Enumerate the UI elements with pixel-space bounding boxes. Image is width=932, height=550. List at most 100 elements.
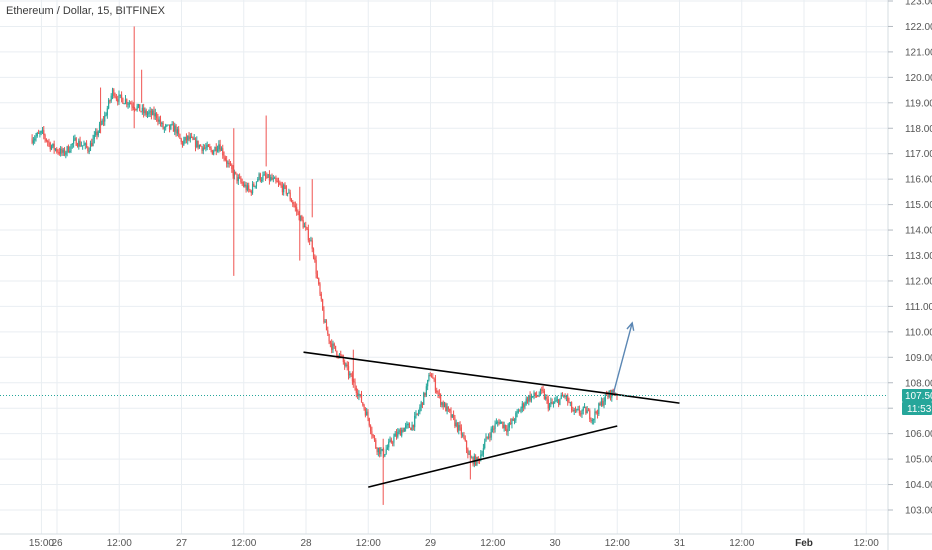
candle-body — [359, 394, 361, 396]
y-tick-label: 113.00 — [905, 251, 932, 262]
candle-body — [415, 413, 417, 417]
candle-body — [603, 401, 605, 406]
candle-body — [423, 392, 425, 405]
x-tick-label: 12:00 — [231, 538, 256, 549]
candle-body — [127, 104, 129, 106]
candle-body — [428, 374, 430, 380]
x-tick-label: 12:00 — [854, 538, 879, 549]
candle-body — [402, 429, 404, 432]
symbol-title: Ethereum / Dollar, 15, BITFINEX — [6, 5, 165, 17]
y-tick-label: 118.00 — [905, 124, 932, 135]
candle-body — [565, 395, 568, 397]
candle-body — [338, 354, 341, 358]
candle-body — [358, 394, 360, 396]
candle-body — [599, 403, 601, 405]
candle-body — [351, 374, 354, 382]
candle-body — [344, 361, 346, 366]
candle-body — [39, 132, 41, 134]
candle-body — [189, 136, 191, 140]
candle-body — [303, 226, 306, 228]
candle-body — [332, 343, 334, 350]
candle-body — [381, 449, 383, 451]
candle-body — [320, 293, 322, 300]
candle-body — [172, 124, 175, 132]
candle-body — [572, 410, 574, 412]
candle-body — [346, 364, 348, 367]
y-tick-label: 119.00 — [905, 98, 932, 109]
candle-body — [161, 122, 163, 124]
candle-body — [454, 417, 456, 427]
candle-body — [526, 398, 529, 402]
candle-body — [257, 179, 259, 182]
candle-body — [263, 174, 265, 176]
candle-body — [187, 135, 189, 141]
candle-body — [294, 205, 296, 208]
candle-body — [255, 181, 258, 186]
candle-body — [136, 106, 138, 110]
candle-body — [276, 180, 278, 183]
candle-body — [465, 440, 468, 450]
candle-body — [395, 433, 398, 437]
candle-body — [515, 412, 517, 421]
candle-body — [130, 103, 132, 105]
candle-body — [251, 183, 254, 194]
candle-body — [497, 422, 499, 424]
candle-body — [57, 151, 59, 153]
candle-body — [333, 343, 335, 346]
candle-body — [123, 103, 125, 105]
candle-body — [185, 136, 188, 141]
candle-body — [394, 433, 396, 437]
candle-body — [427, 379, 429, 387]
candle-body — [67, 146, 70, 153]
candle-body — [117, 99, 119, 102]
x-tick-label: 28 — [300, 538, 312, 549]
candle-body — [334, 345, 337, 351]
candle-body — [529, 395, 531, 401]
candle-body — [421, 402, 424, 405]
candle-body — [131, 104, 133, 107]
candle-body — [284, 184, 286, 187]
candle-body — [594, 411, 596, 419]
candle-body — [271, 177, 273, 180]
candle-body — [458, 425, 460, 431]
candle-body — [433, 378, 435, 380]
candle-body — [248, 185, 250, 190]
candle-body — [92, 138, 94, 147]
candle-body — [384, 454, 386, 457]
candle-body — [45, 138, 47, 142]
candle-body — [314, 257, 316, 260]
candle-body — [235, 171, 237, 174]
candle-body — [268, 174, 271, 181]
candle-body — [105, 115, 107, 117]
candle-body — [425, 386, 427, 396]
candle-body — [207, 144, 210, 147]
x-tick-label: Feb — [795, 538, 813, 549]
candle-body — [298, 212, 300, 221]
candle-body — [445, 403, 447, 412]
candle-body — [93, 135, 95, 139]
candle-body — [329, 341, 331, 344]
candle-body — [109, 100, 111, 102]
candle-body — [210, 147, 212, 151]
candle-body — [506, 429, 508, 432]
candle-body — [275, 177, 277, 181]
candle-body — [503, 424, 505, 428]
y-tick-label: 108.00 — [905, 378, 932, 389]
candle-body — [508, 422, 510, 428]
candle-body — [593, 418, 595, 421]
candle-body — [184, 136, 186, 141]
candle-body — [560, 395, 562, 399]
candle-body — [493, 428, 495, 430]
x-tick-label: 27 — [176, 538, 188, 549]
candle-body — [398, 430, 400, 432]
x-tick-label: 12:00 — [480, 538, 505, 549]
candle-body — [468, 453, 470, 455]
candle-body — [250, 191, 252, 194]
trendline — [368, 425, 618, 488]
candle-body — [149, 110, 151, 113]
candle-body — [367, 411, 369, 419]
y-tick-label: 112.00 — [905, 276, 932, 287]
candle-body — [157, 118, 159, 122]
candle-body — [299, 215, 302, 221]
